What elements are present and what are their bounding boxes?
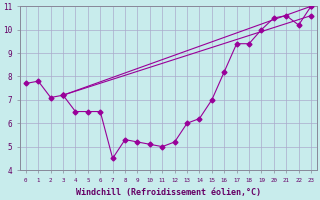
X-axis label: Windchill (Refroidissement éolien,°C): Windchill (Refroidissement éolien,°C)	[76, 188, 261, 197]
